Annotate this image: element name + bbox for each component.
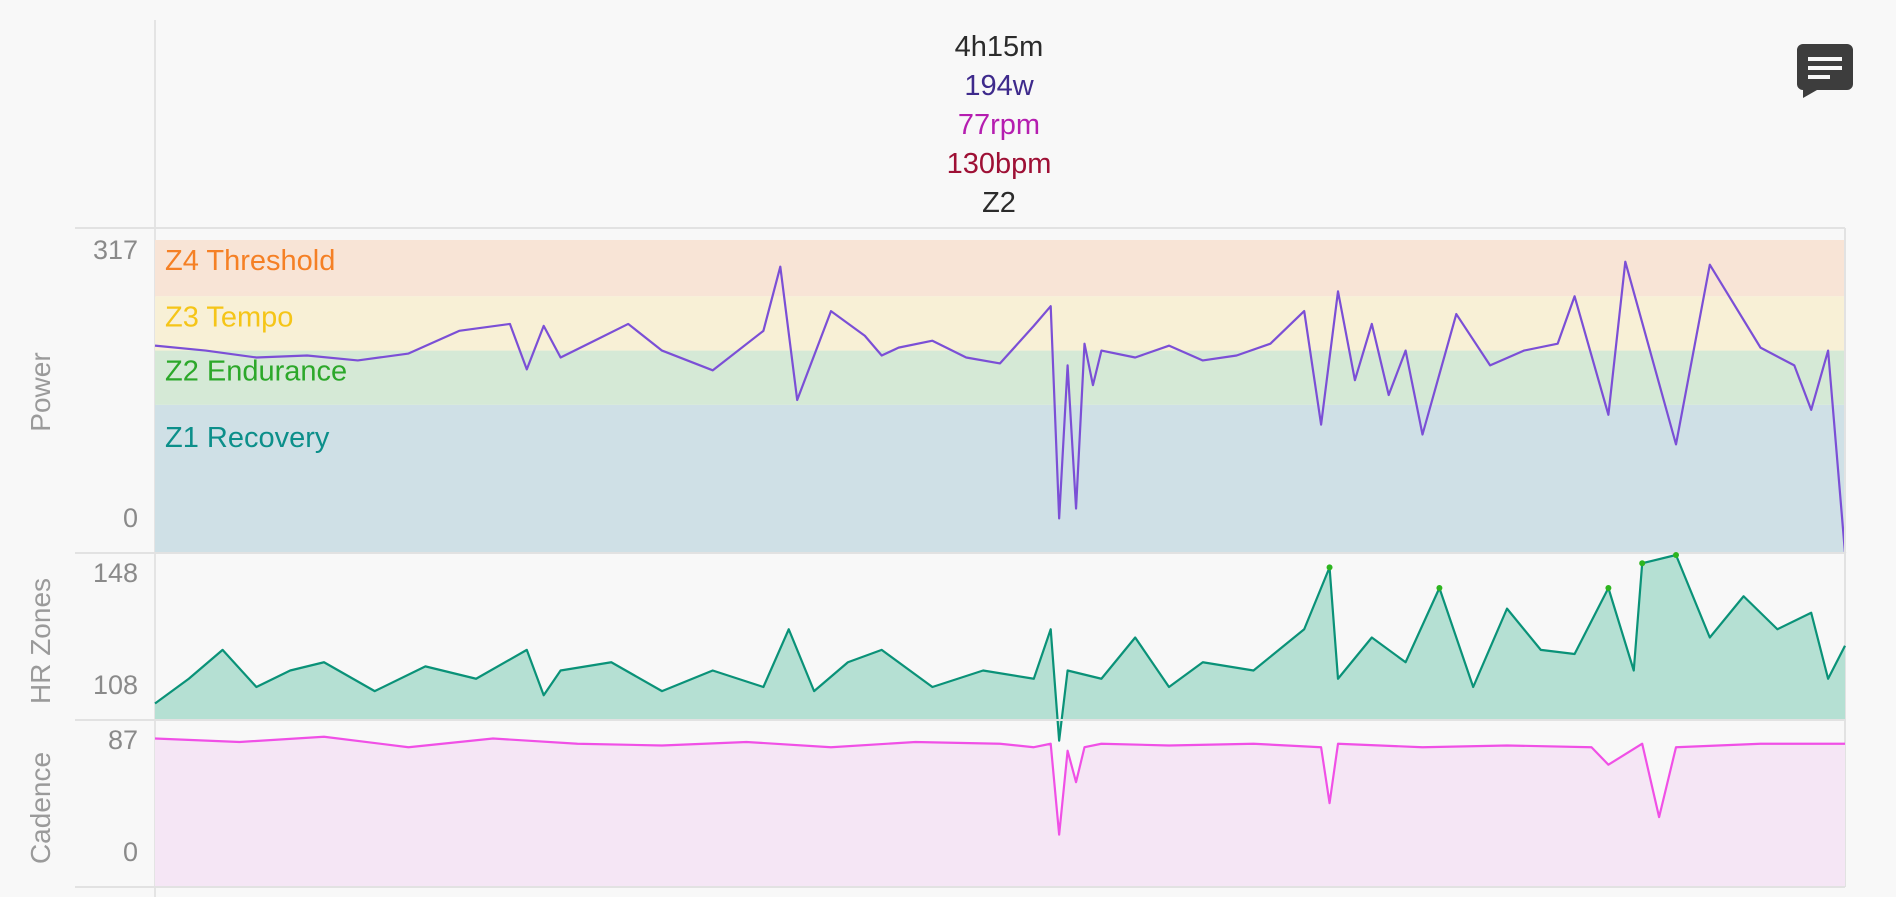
summary-power: 194w: [964, 70, 1034, 102]
hr-zones-panel: 148 108 HR Zones: [25, 552, 1846, 742]
series-area: [155, 736, 1845, 887]
comment-icon[interactable]: [1797, 44, 1853, 98]
zone-band: [155, 296, 1845, 351]
y-tick-label: 148: [93, 558, 138, 588]
summary-heart-rate: 130bpm: [947, 148, 1052, 180]
axis-title: HR Zones: [25, 578, 56, 704]
summary-cadence: 77rpm: [958, 109, 1040, 141]
axis-title: Cadence: [25, 752, 56, 864]
y-tick-label: 87: [108, 725, 138, 755]
zone-label: Z4 Threshold: [165, 245, 335, 277]
zone-label: Z2 Endurance: [165, 356, 347, 388]
zone-band: [155, 240, 1845, 297]
zone-band: [155, 350, 1845, 405]
zone-label: Z3 Tempo: [165, 301, 293, 333]
hr-peak-point: [1639, 560, 1646, 567]
hr-peak-point: [1436, 585, 1443, 591]
cadence-panel: 87 0 Cadence: [25, 725, 1845, 888]
zone-band: [155, 404, 1845, 553]
zone-label: Z1 Recovery: [165, 422, 330, 454]
hr-peak-point: [1673, 552, 1679, 558]
series-line: [154, 553, 1846, 742]
ride-summary: 4h15m 194w 77rpm 130bpm Z2: [947, 31, 1052, 219]
series-line: [154, 735, 1845, 836]
power-panel: Z4 Threshold Z3 Tempo Z2 Endurance Z1 Recov…: [25, 227, 1847, 887]
summary-zone: Z2: [982, 187, 1016, 219]
y-tick-label: 108: [93, 670, 138, 700]
y-tick-label: 317: [93, 235, 138, 265]
axis-title: Power: [25, 352, 56, 431]
hr-peak-point: [1605, 585, 1612, 591]
series-area: [155, 555, 1845, 741]
series-line: [154, 260, 1847, 554]
y-tick-label: 0: [123, 837, 138, 867]
summary-duration: 4h15m: [955, 31, 1044, 63]
hr-peak-point: [1326, 564, 1333, 571]
y-tick-label: 0: [123, 503, 138, 533]
